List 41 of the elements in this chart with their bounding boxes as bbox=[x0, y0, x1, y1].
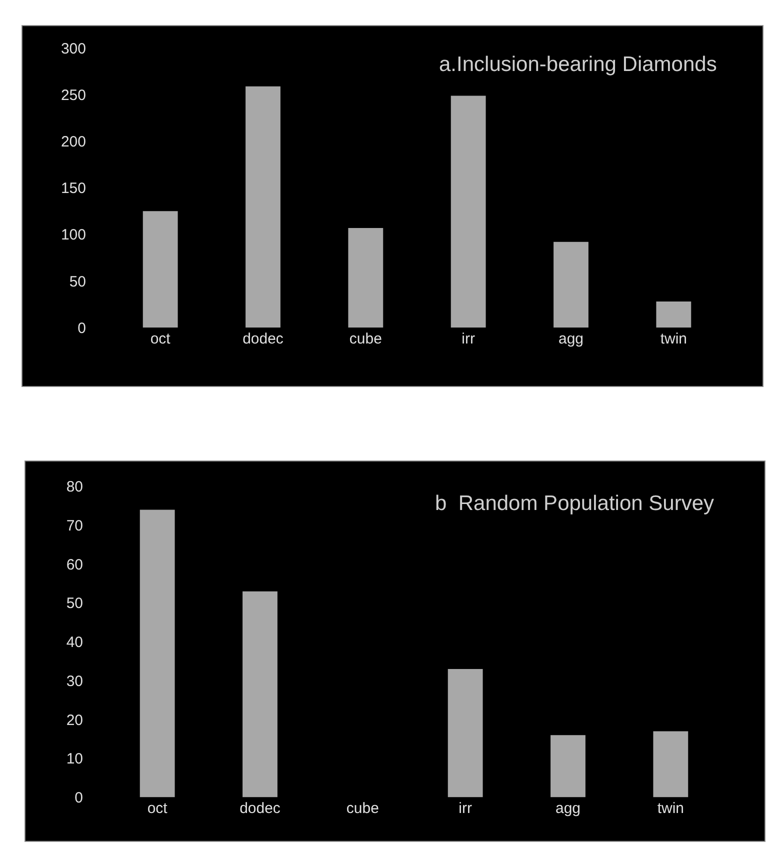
y-tick-label: 150 bbox=[60, 180, 86, 198]
bar bbox=[653, 731, 688, 798]
x-tick-label: agg bbox=[558, 330, 584, 348]
y-tick-label: 50 bbox=[66, 595, 83, 612]
bar bbox=[554, 242, 588, 328]
y-tick-label: 0 bbox=[74, 789, 83, 806]
x-tick-label: twin bbox=[657, 800, 684, 818]
chart-title: a.Inclusion-bearing Diamonds bbox=[439, 53, 717, 76]
bar bbox=[448, 669, 483, 798]
x-tick-label: irr bbox=[458, 800, 472, 818]
x-tick-label: dodec bbox=[242, 330, 284, 348]
x-tick-label: dodec bbox=[240, 800, 281, 818]
x-tick-label: irr bbox=[462, 330, 475, 348]
x-tick-label: oct bbox=[150, 330, 172, 348]
bar bbox=[246, 86, 280, 328]
bar bbox=[450, 96, 486, 328]
x-tick-label: agg bbox=[555, 800, 581, 818]
y-tick-label: 40 bbox=[66, 634, 83, 652]
chart-title: b Random Population Survey bbox=[435, 492, 714, 515]
bar bbox=[140, 510, 175, 798]
y-tick-label: 0 bbox=[78, 320, 86, 337]
y-tick-label: 10 bbox=[66, 750, 83, 768]
y-tick-label: 30 bbox=[66, 672, 83, 690]
x-tick-label: cube bbox=[349, 330, 382, 348]
y-tick-label: 250 bbox=[60, 87, 86, 104]
y-tick-label: 200 bbox=[60, 134, 86, 151]
bar bbox=[348, 228, 384, 328]
y-tick-label: 300 bbox=[60, 40, 86, 58]
x-tick-label: oct bbox=[147, 800, 168, 818]
y-tick-label: 20 bbox=[66, 712, 83, 729]
y-tick-label: 80 bbox=[66, 478, 83, 496]
bar bbox=[656, 302, 692, 328]
x-tick-label: twin bbox=[660, 330, 688, 348]
bar bbox=[242, 591, 278, 798]
x-tick-label: cube bbox=[346, 800, 379, 818]
y-tick-label: 50 bbox=[69, 273, 86, 290]
y-tick-label: 70 bbox=[66, 518, 83, 535]
y-tick-label: 60 bbox=[66, 556, 83, 574]
bar bbox=[550, 735, 586, 798]
y-tick-label: 100 bbox=[60, 226, 86, 244]
bar bbox=[142, 211, 178, 328]
